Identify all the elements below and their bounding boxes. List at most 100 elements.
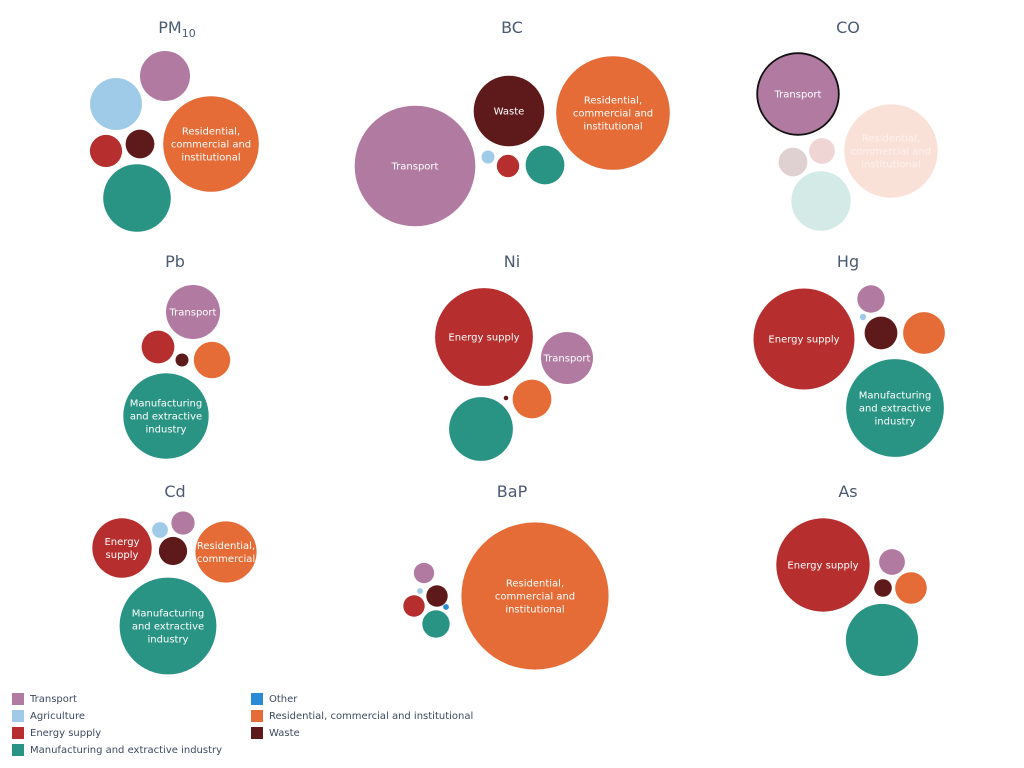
legend-swatch [12, 693, 24, 705]
legend-item-agriculture[interactable]: Agriculture [12, 709, 85, 723]
bubble-transport[interactable] [541, 332, 593, 384]
bubble-residential-commercial-and-institutional[interactable] [895, 572, 927, 604]
bubble-energy-supply[interactable] [753, 288, 855, 390]
bubble-transport[interactable] [354, 105, 476, 227]
bubble-agriculture[interactable] [859, 313, 867, 321]
bubble-agriculture[interactable] [152, 522, 168, 538]
panel-title: CO [836, 18, 860, 37]
legend-label: Residential, commercial and institutiona… [269, 710, 474, 722]
bubble-label-energy-supply: Energy supply [448, 333, 519, 344]
bubble-manufacturing-and-extractive-industry[interactable] [422, 610, 450, 638]
bubble-transport[interactable] [756, 52, 840, 136]
bubble-label-line: institutional [583, 122, 642, 133]
bubble-residential-commercial-and-institutional[interactable] [844, 104, 938, 198]
bubble-other[interactable] [443, 604, 449, 610]
bubble-residential-commercial-and-institutional[interactable] [512, 379, 552, 419]
bubble-label-transport: Transport [391, 162, 439, 173]
bubble-energy-supply[interactable] [89, 134, 123, 168]
bubble-label-line: supply [106, 550, 139, 561]
bubble-residential-commercial[interactable] [195, 521, 257, 583]
bubble-label-line: and extractive [859, 404, 931, 415]
bubble-label-residential-commercial: Residential, commercial [197, 541, 255, 565]
legend-label: Agriculture [30, 710, 85, 722]
bubble-label-manufacturing-and-extractive-industry: Manufacturing and extractive industry [859, 391, 931, 428]
bubble-label-transport: Transport [169, 308, 217, 319]
legend-item-waste[interactable]: Waste [251, 726, 300, 740]
bubble-label-manufacturing-and-extractive-industry: Manufacturing and extractive industry [132, 609, 204, 646]
bubble-energy-supply[interactable] [496, 154, 520, 178]
bubble-energy-supply[interactable] [776, 518, 870, 612]
bubble-transport[interactable] [171, 511, 195, 535]
panel-title-main: As [838, 482, 857, 501]
bubble-label-energy-supply: Energy supply [787, 561, 858, 572]
panel-co: CO Transport Residential, commercial and ins… [756, 18, 938, 231]
bubble-residential-commercial-and-institutional[interactable] [556, 56, 670, 170]
legend-swatch [251, 693, 263, 705]
bubble-transport[interactable] [140, 51, 190, 101]
legend-item-other[interactable]: Other [251, 692, 297, 706]
bubble-energy-supply[interactable] [141, 330, 175, 364]
bubble-label-line: institutional [505, 605, 564, 616]
panel-cd: Cd Energy supply Residential, commercial Manu… [92, 482, 257, 675]
panel-title: Ni [504, 252, 520, 271]
bubble-manufacturing-and-extractive-industry[interactable] [119, 577, 217, 675]
bubble-transport[interactable] [413, 562, 435, 584]
bubble-label-residential-commercial-and-institutional: Residential, commercial and institutional [851, 134, 931, 171]
bubble-label-line: Residential, [862, 134, 920, 145]
legend-item-transport[interactable]: Transport [12, 692, 77, 706]
bubble-waste[interactable] [874, 579, 892, 597]
bubble-label-residential-commercial-and-institutional: Residential, commercial and institutional [495, 579, 575, 616]
panel-title-main: Pb [165, 252, 185, 271]
bubble-waste[interactable] [473, 75, 545, 147]
bubble-agriculture[interactable] [417, 588, 423, 594]
legend-item-manufacturing-and-extractive-industry[interactable]: Manufacturing and extractive industry [12, 743, 222, 757]
bubble-manufacturing-and-extractive-industry[interactable] [123, 373, 209, 459]
bubble-waste[interactable] [426, 585, 448, 607]
bubble-residential-commercial-and-institutional[interactable] [903, 312, 945, 354]
bubble-waste[interactable] [125, 129, 155, 159]
bubble-energy-supply[interactable] [809, 138, 835, 164]
bubble-label-line: industry [875, 417, 916, 428]
bubble-manufacturing-and-extractive-industry[interactable] [449, 397, 513, 461]
bubble-residential-commercial-and-institutional[interactable] [461, 522, 609, 670]
bubble-energy-supply[interactable] [435, 288, 533, 386]
bubble-manufacturing-and-extractive-industry[interactable] [846, 359, 944, 457]
bubble-waste[interactable] [503, 395, 509, 401]
bubble-manufacturing-and-extractive-industry[interactable] [525, 145, 565, 185]
legend-swatch [251, 710, 263, 722]
bubble-label-line: industry [148, 635, 189, 646]
bubble-manufacturing-and-extractive-industry[interactable] [103, 164, 171, 232]
bubble-manufacturing-and-extractive-industry[interactable] [845, 603, 919, 677]
bubble-label-line: Energy supply [768, 335, 839, 346]
bubble-label-transport: Transport [774, 90, 822, 101]
bubble-energy-supply[interactable] [92, 518, 152, 578]
bubble-waste[interactable] [778, 147, 808, 177]
bubble-waste[interactable] [864, 316, 898, 350]
legend-item-residential-commercial-and-institutional[interactable]: Residential, commercial and institutiona… [251, 709, 473, 723]
bubble-agriculture[interactable] [90, 78, 142, 130]
bubble-transport[interactable] [857, 285, 885, 313]
panel-bap: BaP Residential, commercial and institution… [403, 482, 609, 670]
bubble-label-line: commercial [197, 554, 255, 565]
bubble-waste[interactable] [158, 536, 188, 566]
bubble-transport[interactable] [879, 549, 905, 575]
bubble-manufacturing-and-extractive-industry[interactable] [791, 171, 851, 231]
legend-label: Waste [269, 727, 300, 739]
bubble-label-line: Waste [494, 107, 525, 118]
bubble-label-energy-supply: Energy supply [768, 335, 839, 346]
bubble-residential-commercial-and-institutional[interactable] [163, 96, 259, 192]
bubble-label-line: Energy supply [787, 561, 858, 572]
bubble-transport[interactable] [166, 285, 220, 339]
panel-title-subscript: 10 [182, 27, 196, 40]
bubble-waste[interactable] [175, 353, 189, 367]
panel-title: Hg [837, 252, 859, 271]
bubble-label-line: commercial and [573, 109, 653, 120]
panel-title: BaP [497, 482, 528, 501]
bubble-agriculture[interactable] [481, 150, 495, 164]
bubble-label-line: Residential, [584, 96, 642, 107]
bubble-energy-supply[interactable] [403, 595, 425, 617]
panel-title-main: Hg [837, 252, 859, 271]
bubble-residential-commercial-and-institutional[interactable] [193, 341, 231, 379]
legend-item-energy-supply[interactable]: Energy supply [12, 726, 101, 740]
